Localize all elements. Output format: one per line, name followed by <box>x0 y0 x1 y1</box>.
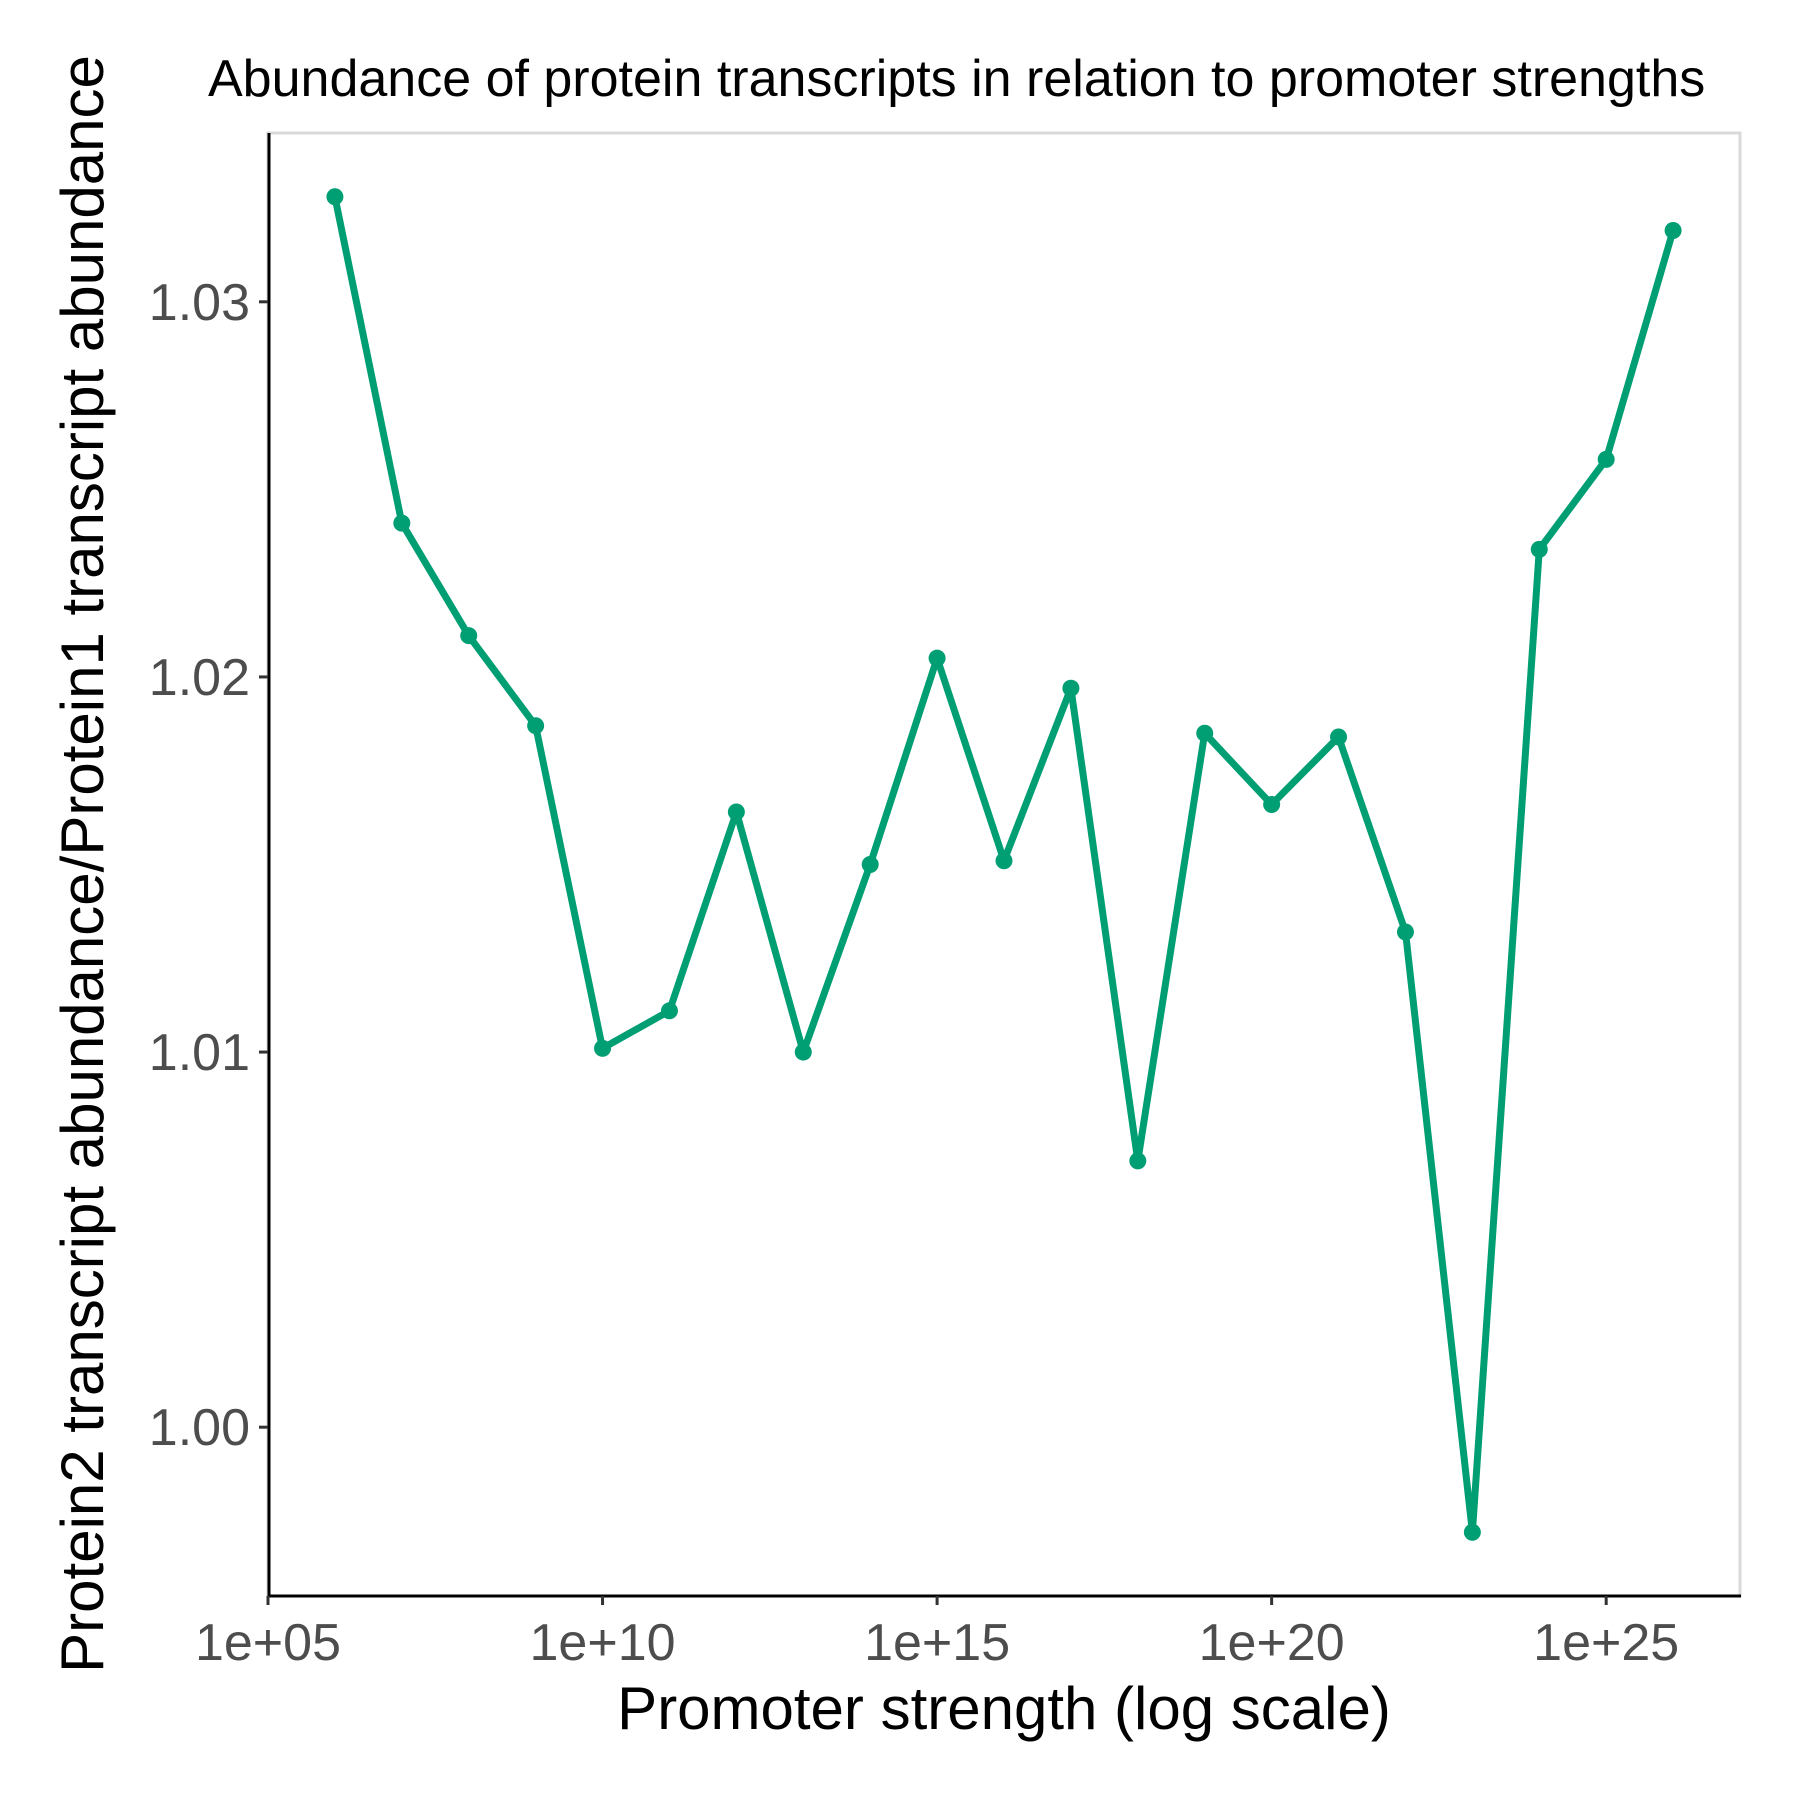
y-tick-label: 1.01 <box>149 1024 250 1082</box>
series-layer <box>326 188 1682 1541</box>
x-tick-label: 1e+20 <box>1199 1614 1345 1672</box>
data-point <box>326 188 344 206</box>
y-tick-label: 1.02 <box>149 649 250 707</box>
x-axis-ticks: 1e+05 1e+10 1e+15 1e+20 1e+25 <box>195 1596 1679 1672</box>
data-point <box>527 717 545 735</box>
data-point <box>861 856 879 873</box>
data-point <box>1062 679 1080 697</box>
chart-title: Abundance of protein transcripts in rela… <box>208 50 1705 108</box>
data-point <box>1664 222 1682 240</box>
data-point <box>1263 795 1281 813</box>
x-axis-title: Promoter strength (log scale) <box>617 1675 1391 1742</box>
data-point <box>794 1043 812 1061</box>
x-tick-label: 1e+15 <box>864 1614 1010 1672</box>
data-point <box>1463 1523 1481 1541</box>
y-tick-label: 1.00 <box>149 1399 250 1457</box>
data-point <box>1129 1152 1147 1170</box>
data-point <box>727 803 745 821</box>
data-point <box>460 627 478 645</box>
x-tick-label: 1e+25 <box>1533 1614 1679 1672</box>
data-point <box>1396 923 1414 941</box>
data-point <box>594 1039 612 1057</box>
data-point <box>1530 540 1548 558</box>
data-point <box>1597 450 1615 468</box>
data-point <box>995 852 1013 870</box>
x-tick-label: 1e+10 <box>530 1614 676 1672</box>
y-tick-label: 1.03 <box>149 274 250 332</box>
data-point <box>660 1002 678 1020</box>
y-axis-title: Protein2 transcript abundance/Protein1 t… <box>49 55 116 1673</box>
y-axis-ticks: 1.00 1.01 1.02 1.03 <box>149 274 268 1457</box>
x-tick-label: 1e+05 <box>195 1614 341 1672</box>
data-point <box>1196 724 1214 742</box>
data-point <box>393 514 411 532</box>
data-point <box>1330 728 1348 746</box>
data-point <box>928 649 946 667</box>
